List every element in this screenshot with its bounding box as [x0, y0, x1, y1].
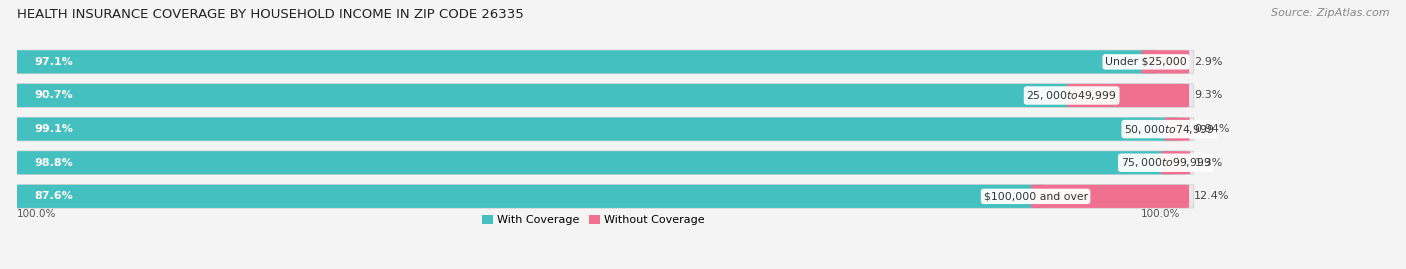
- FancyBboxPatch shape: [1067, 84, 1189, 107]
- FancyBboxPatch shape: [3, 50, 1194, 74]
- FancyBboxPatch shape: [3, 151, 1194, 175]
- Text: 12.4%: 12.4%: [1194, 191, 1229, 201]
- FancyBboxPatch shape: [3, 185, 1194, 208]
- Text: 90.7%: 90.7%: [34, 90, 73, 101]
- FancyBboxPatch shape: [3, 84, 1194, 107]
- FancyBboxPatch shape: [13, 151, 1175, 174]
- FancyBboxPatch shape: [3, 117, 1194, 141]
- Text: 87.6%: 87.6%: [34, 191, 73, 201]
- Text: Under $25,000: Under $25,000: [1105, 57, 1187, 67]
- FancyBboxPatch shape: [13, 118, 1178, 141]
- Text: 2.9%: 2.9%: [1194, 57, 1222, 67]
- Text: 97.1%: 97.1%: [34, 57, 73, 67]
- Text: 100.0%: 100.0%: [1140, 209, 1180, 219]
- FancyBboxPatch shape: [13, 50, 1156, 73]
- Text: Source: ZipAtlas.com: Source: ZipAtlas.com: [1271, 8, 1389, 18]
- Text: 100.0%: 100.0%: [17, 209, 56, 219]
- Text: $25,000 to $49,999: $25,000 to $49,999: [1026, 89, 1116, 102]
- FancyBboxPatch shape: [1031, 185, 1189, 208]
- Text: $75,000 to $99,999: $75,000 to $99,999: [1121, 156, 1211, 169]
- Legend: With Coverage, Without Coverage: With Coverage, Without Coverage: [477, 210, 709, 230]
- FancyBboxPatch shape: [1161, 151, 1191, 174]
- Text: 9.3%: 9.3%: [1194, 90, 1222, 101]
- FancyBboxPatch shape: [1142, 50, 1189, 73]
- FancyBboxPatch shape: [13, 185, 1045, 208]
- Text: 99.1%: 99.1%: [34, 124, 73, 134]
- Text: HEALTH INSURANCE COVERAGE BY HOUSEHOLD INCOME IN ZIP CODE 26335: HEALTH INSURANCE COVERAGE BY HOUSEHOLD I…: [17, 8, 523, 21]
- FancyBboxPatch shape: [13, 84, 1081, 107]
- Text: 98.8%: 98.8%: [34, 158, 73, 168]
- Text: $100,000 and over: $100,000 and over: [984, 191, 1088, 201]
- Text: 1.3%: 1.3%: [1195, 158, 1223, 168]
- FancyBboxPatch shape: [1164, 118, 1189, 141]
- Text: $50,000 to $74,999: $50,000 to $74,999: [1125, 123, 1215, 136]
- Text: 0.94%: 0.94%: [1194, 124, 1230, 134]
